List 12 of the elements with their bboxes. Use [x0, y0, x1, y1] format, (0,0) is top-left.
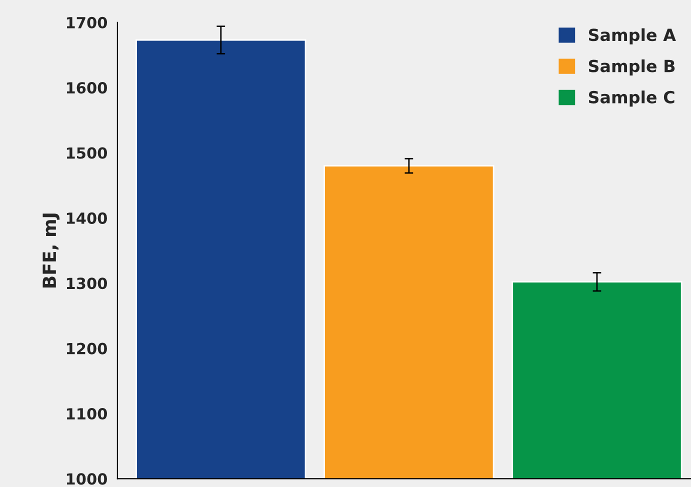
- y-axis-title: BFE, mJ: [42, 214, 60, 288]
- y-tick-label: 1600: [66, 82, 108, 94]
- y-tick-label: 1500: [66, 147, 108, 159]
- legend-label: Sample A: [588, 28, 676, 44]
- legend-label: Sample C: [588, 90, 674, 107]
- y-tick-label: 1100: [66, 408, 108, 420]
- legend-label: Sample B: [588, 59, 675, 76]
- y-tick-label: 1200: [66, 342, 108, 354]
- y-tick-label: 1400: [66, 212, 108, 224]
- y-tick-label: 1700: [66, 16, 108, 28]
- y-tick-label: 1000: [66, 473, 108, 485]
- y-tick-label: 1300: [66, 278, 108, 290]
